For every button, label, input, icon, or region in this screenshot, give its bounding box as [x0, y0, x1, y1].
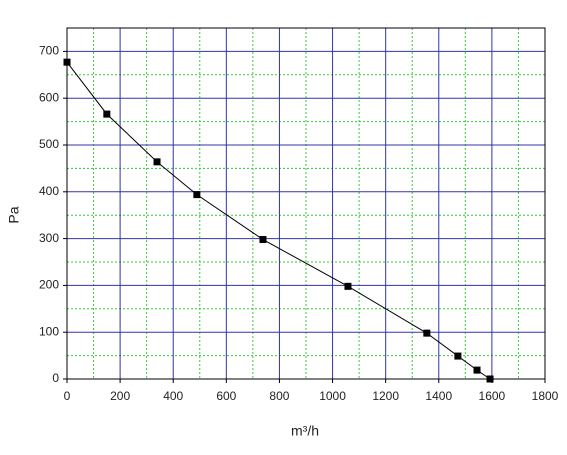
x-tick-label: 400 — [163, 389, 183, 403]
y-tick-label: 500 — [39, 137, 59, 151]
y-tick-label: 700 — [39, 44, 59, 58]
data-point — [344, 282, 352, 290]
x-tick-label: 1000 — [319, 389, 346, 403]
x-tick-label: 1600 — [479, 389, 506, 403]
y-tick-label: 300 — [39, 231, 59, 245]
x-tick-label: 1200 — [372, 389, 399, 403]
data-point — [63, 58, 71, 66]
data-point — [423, 329, 431, 337]
x-axis-title: m³/h — [291, 423, 319, 439]
x-tick-label: 0 — [64, 389, 71, 403]
series-line — [66, 61, 491, 380]
y-tick-label: 600 — [39, 90, 59, 104]
data-point — [454, 352, 462, 360]
y-tick-label: 100 — [39, 324, 59, 338]
x-tick-label: 600 — [216, 389, 236, 403]
x-tick-label: 1400 — [425, 389, 452, 403]
data-point — [153, 158, 161, 166]
data-point — [486, 375, 494, 383]
y-tick-label: 400 — [39, 184, 59, 198]
x-tick-label: 200 — [110, 389, 130, 403]
x-tick-label: 800 — [269, 389, 289, 403]
plot-frame — [66, 27, 546, 380]
data-point — [103, 110, 111, 118]
data-point — [193, 191, 201, 199]
y-axis-title: Pa — [6, 206, 22, 223]
data-point — [473, 366, 481, 374]
data-point — [259, 236, 267, 244]
y-tick-label: 200 — [39, 278, 59, 292]
y-tick-label: 0 — [52, 371, 59, 385]
x-tick-label: 1800 — [532, 389, 559, 403]
